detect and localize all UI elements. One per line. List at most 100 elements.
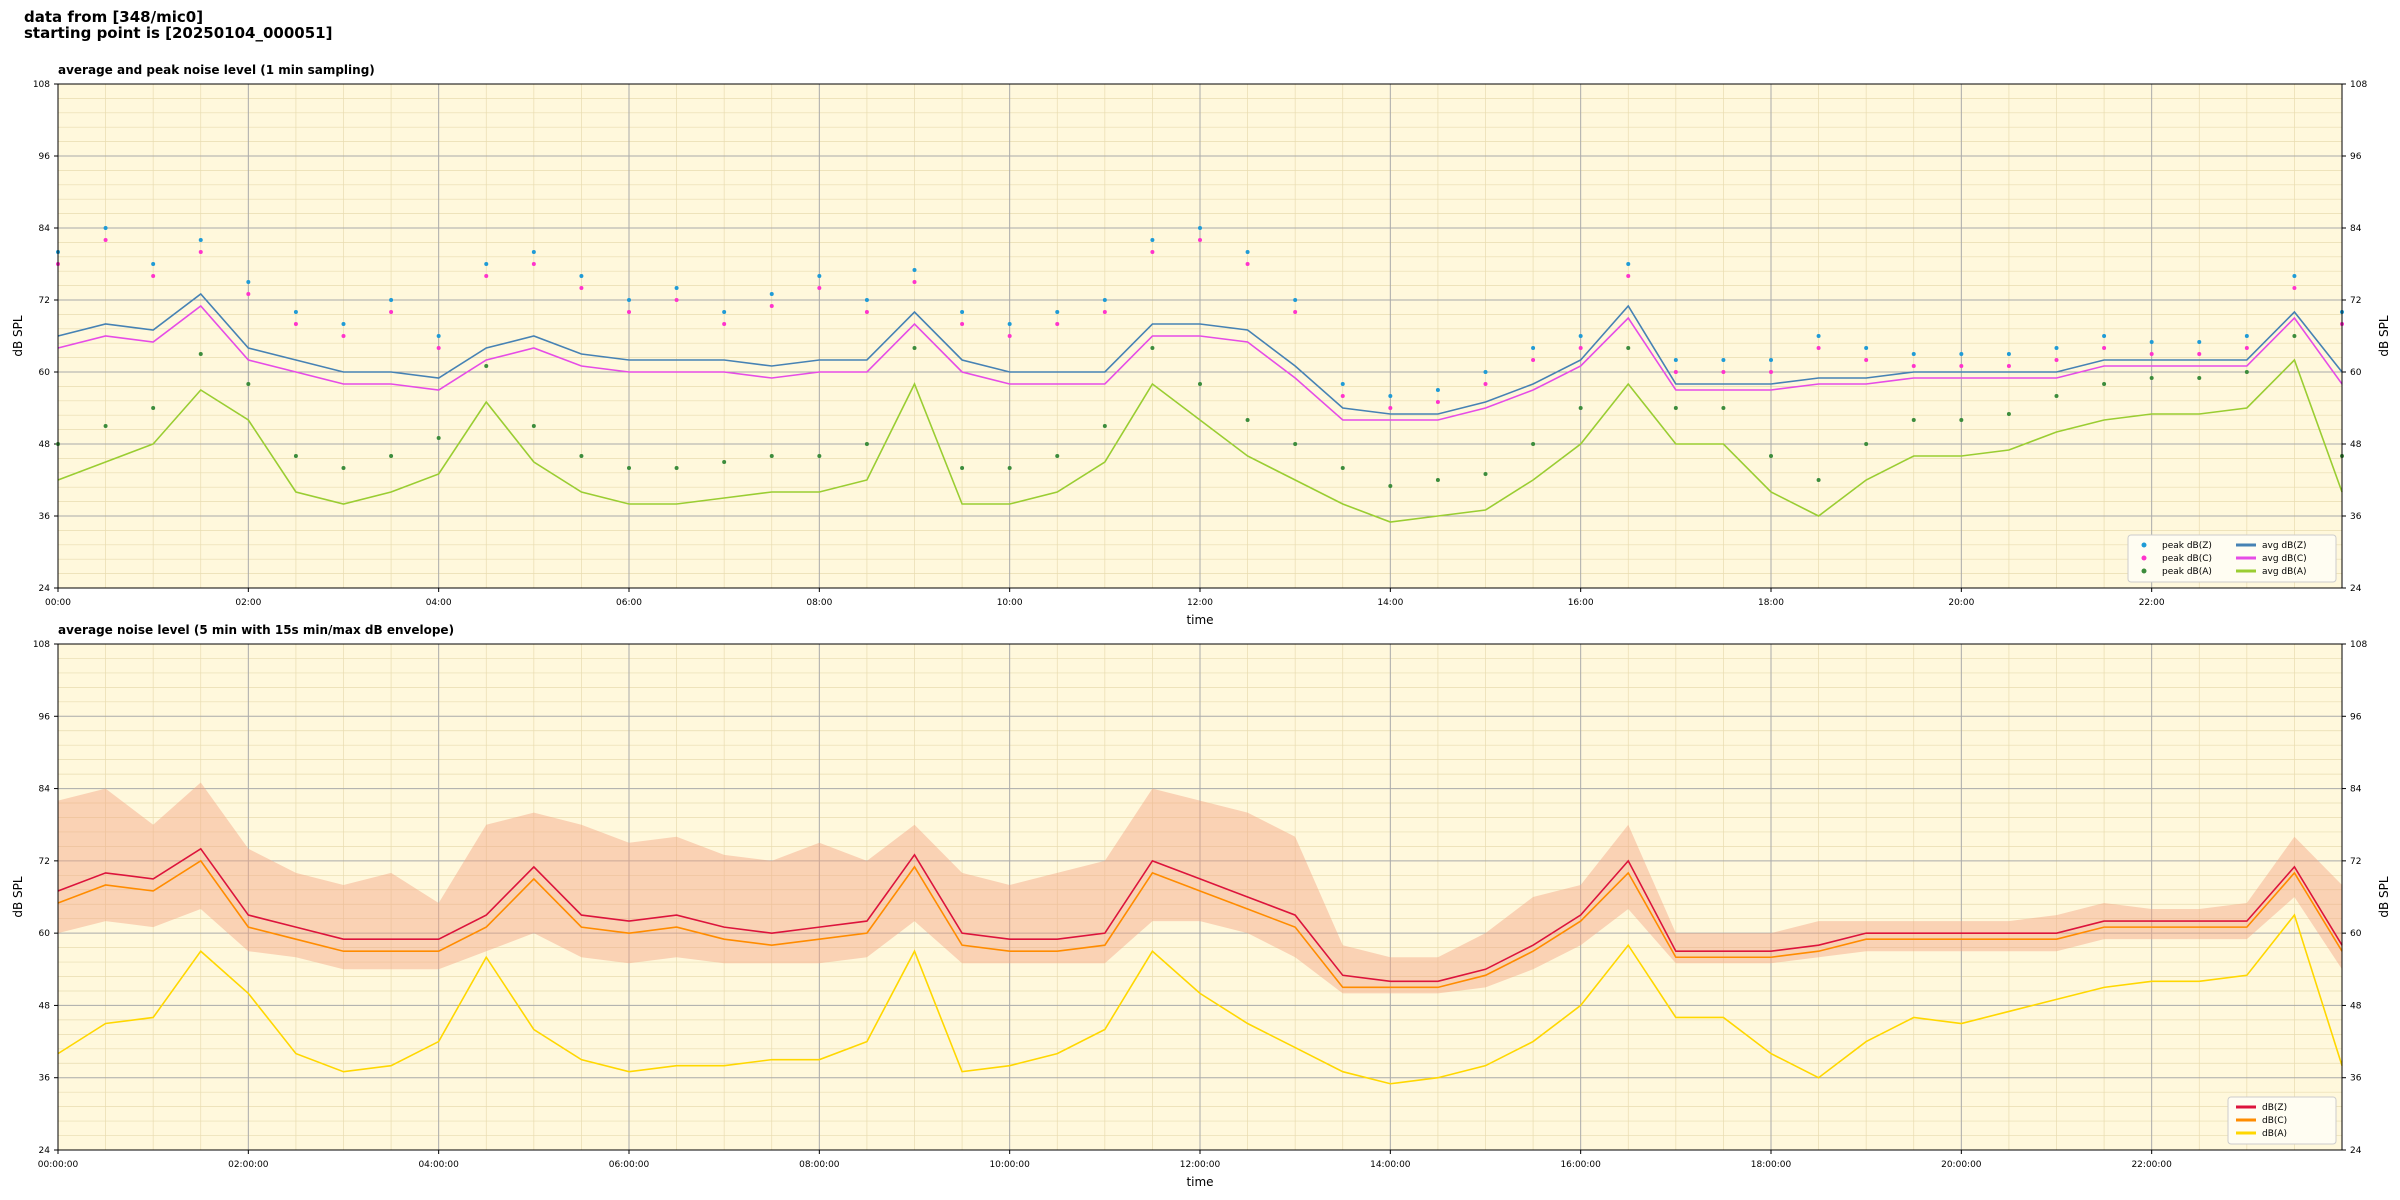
peak-point (2054, 358, 2059, 362)
peak-point (817, 454, 822, 458)
legend-label: dB(Z) (2262, 1103, 2287, 1113)
peak-point (1864, 442, 1869, 446)
y-axis-label-right: dB SPL (2377, 315, 2391, 357)
x-tick-label: 02:00 (235, 598, 261, 608)
peak-point (1864, 346, 1869, 350)
peak-point (674, 298, 679, 302)
y-tick-label: 60 (39, 368, 51, 378)
peak-point (1816, 478, 1821, 482)
peak-point (2244, 370, 2249, 374)
x-tick-label: 16:00:00 (1560, 1160, 1601, 1170)
chart-title: average and peak noise level (1 min samp… (58, 63, 375, 77)
series-line (57, 859, 2343, 989)
peak-point (151, 262, 156, 266)
legend-label: peak dB(C) (2162, 554, 2212, 564)
peak-point (864, 298, 869, 302)
y-tick-label: 84 (39, 224, 51, 234)
x-tick-label: 10:00:00 (989, 1160, 1030, 1170)
peak-point (436, 346, 441, 350)
peak-point (2292, 274, 2297, 278)
x-tick-label: 04:00:00 (418, 1160, 459, 1170)
peak-point (2054, 346, 2059, 350)
peak-point (1673, 370, 1678, 374)
peak-point (912, 268, 917, 272)
x-tick-label: 14:00:00 (1370, 1160, 1411, 1170)
legend-label: peak dB(Z) (2162, 541, 2212, 551)
series-line (57, 358, 2343, 523)
x-tick-label: 12:00 (1187, 598, 1213, 608)
y-tick-label-right: 84 (2350, 224, 2362, 234)
series-line (57, 913, 2343, 1085)
peak-point (293, 310, 298, 314)
peak-point (1435, 478, 1440, 482)
y-tick-label-right: 72 (2350, 296, 2361, 306)
y-tick-label: 36 (39, 512, 51, 522)
peak-point (627, 310, 631, 314)
peak-point (2244, 334, 2249, 338)
peak-point (1198, 382, 1202, 386)
x-tick-label: 20:00 (1948, 598, 1974, 608)
legend-marker (2141, 542, 2147, 548)
peak-point (864, 310, 869, 314)
peak-point (769, 304, 774, 308)
legend-box (2127, 534, 2337, 583)
legend-label: avg dB(A) (2262, 567, 2306, 577)
y-tick-label-right: 108 (2350, 80, 2367, 90)
peak-point (912, 346, 917, 350)
peak-point (912, 280, 917, 284)
x-tick-label: 16:00 (1568, 598, 1594, 608)
peak-point (1245, 250, 1250, 254)
y-axis-label: dB SPL (11, 315, 25, 357)
peak-point (2292, 334, 2297, 338)
series-line (57, 304, 2343, 421)
peak-point (2292, 286, 2297, 290)
peak-point (960, 322, 965, 326)
peak-point (1911, 364, 1916, 368)
peak-point (531, 424, 536, 428)
y-tick-label: 48 (39, 440, 51, 450)
peak-point (1531, 346, 1536, 350)
peak-point (1007, 334, 1012, 338)
peak-point (246, 382, 251, 386)
peak-point (1150, 250, 1155, 254)
peak-point (1293, 310, 1298, 314)
peak-point (1150, 238, 1155, 242)
legend-label: dB(C) (2262, 1116, 2287, 1126)
peak-point (1340, 382, 1345, 386)
peak-point (1911, 418, 1916, 422)
peak-point (2197, 352, 2202, 356)
legend-label: avg dB(Z) (2262, 541, 2307, 551)
legend-label: avg dB(C) (2262, 554, 2307, 564)
y-tick-label: 72 (39, 857, 50, 867)
peak-point (1578, 334, 1583, 338)
chart-title: average noise level (5 min with 15s min/… (58, 623, 454, 637)
y-axis-label-right: dB SPL (2377, 876, 2391, 918)
series-line (57, 847, 2343, 983)
peak-point (389, 454, 394, 458)
y-tick-label-right: 72 (2350, 857, 2361, 867)
x-tick-label: 00:00 (45, 598, 71, 608)
chart: average noise level (5 min with 15s min/… (11, 623, 2391, 1189)
peak-point (2197, 376, 2202, 380)
peak-point (1959, 418, 1964, 422)
peak-point (1483, 382, 1488, 386)
envelope-band (58, 782, 2342, 994)
peak-point (579, 286, 584, 290)
x-tick-label: 12:00:00 (1180, 1160, 1221, 1170)
x-axis-label: time (1186, 613, 1213, 627)
x-tick-label: 18:00 (1758, 598, 1784, 608)
peak-point (1578, 406, 1583, 410)
peak-point (960, 310, 965, 314)
peak-point (1340, 394, 1345, 398)
x-tick-label: 10:00 (997, 598, 1023, 608)
series-line (57, 292, 2343, 415)
peak-point (1959, 352, 1964, 356)
peak-point (674, 466, 679, 470)
peak-point (2149, 340, 2154, 344)
legend-label: peak dB(A) (2162, 567, 2212, 577)
peak-point (246, 292, 251, 296)
x-tick-label: 22:00:00 (2131, 1160, 2172, 1170)
peak-point (1578, 346, 1583, 350)
